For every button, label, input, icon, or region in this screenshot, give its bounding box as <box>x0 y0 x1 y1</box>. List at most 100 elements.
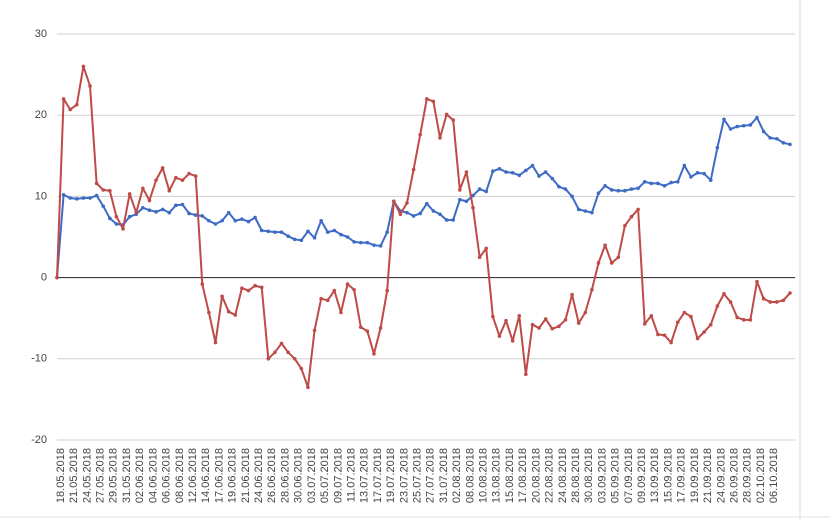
point <box>339 310 343 315</box>
point <box>266 229 271 234</box>
x-tick-label: 12.06.2018 <box>187 448 199 503</box>
point <box>603 243 607 247</box>
point <box>312 328 317 333</box>
point <box>325 230 330 234</box>
point <box>213 222 218 226</box>
point <box>570 292 574 297</box>
point <box>728 127 733 131</box>
point <box>748 123 753 127</box>
point <box>88 84 92 88</box>
point <box>213 340 218 345</box>
point <box>702 330 706 334</box>
point <box>167 188 172 193</box>
point <box>557 184 561 189</box>
point <box>174 203 178 208</box>
point <box>325 298 330 303</box>
point <box>755 115 759 120</box>
x-tick-label: 04.06.2018 <box>147 448 159 503</box>
point <box>372 352 376 356</box>
point <box>160 166 165 170</box>
point <box>537 174 541 178</box>
point <box>154 210 158 214</box>
point <box>563 187 568 191</box>
point <box>279 230 284 234</box>
point <box>358 325 363 329</box>
point <box>431 209 436 213</box>
point <box>411 214 416 218</box>
point <box>695 336 700 341</box>
point <box>517 173 522 178</box>
point <box>464 170 469 174</box>
point <box>345 235 350 239</box>
point <box>358 240 363 245</box>
x-tick-label: 19.06.2018 <box>227 448 239 503</box>
point <box>530 322 535 327</box>
x-tick-label: 21.05.2018 <box>68 448 80 503</box>
point <box>121 227 125 231</box>
x-tick-label: 23.07.2018 <box>398 448 410 503</box>
point <box>656 181 660 186</box>
point <box>590 210 594 215</box>
point <box>101 188 106 192</box>
x-tick-label: 13.08.2018 <box>491 448 503 503</box>
x-tick-label: 17.07.2018 <box>372 448 384 503</box>
y-tick-label: 20 <box>35 109 47 121</box>
y-tick-label: 10 <box>35 190 47 202</box>
point <box>477 255 482 260</box>
x-tick-label: 31.05.2018 <box>121 448 133 503</box>
point <box>233 313 238 317</box>
point <box>312 236 317 240</box>
point <box>299 238 304 243</box>
point <box>517 313 522 318</box>
point <box>398 212 403 217</box>
point <box>583 310 588 315</box>
point <box>669 340 673 345</box>
point <box>741 318 746 322</box>
x-tick-label: 24.08.2018 <box>557 448 569 503</box>
point <box>695 171 700 175</box>
point <box>689 314 693 319</box>
point <box>114 214 119 219</box>
point <box>715 304 720 308</box>
point <box>728 300 733 304</box>
point <box>425 201 429 206</box>
x-tick-label: 11.07.2018 <box>345 448 357 502</box>
point <box>642 179 647 184</box>
x-tick-label: 03.09.2018 <box>596 448 608 503</box>
point <box>741 123 746 128</box>
point <box>160 207 165 212</box>
point <box>761 296 766 301</box>
point <box>226 309 231 314</box>
point <box>292 357 297 361</box>
x-tick-label: 15.09.2018 <box>662 448 674 503</box>
point <box>662 184 667 188</box>
point <box>405 201 409 205</box>
point <box>444 218 449 222</box>
point <box>273 230 277 234</box>
point <box>174 175 178 180</box>
x-tick-label: 06.10.2018 <box>768 448 780 503</box>
point <box>147 208 152 213</box>
x-tick-label: 21.09.2018 <box>702 448 714 503</box>
point <box>438 212 442 217</box>
point <box>662 333 667 338</box>
point <box>108 188 112 193</box>
point <box>656 332 660 337</box>
point <box>504 170 508 174</box>
point <box>365 329 370 333</box>
point <box>616 255 621 260</box>
point <box>127 214 132 219</box>
point <box>458 188 462 192</box>
point <box>451 218 456 222</box>
point <box>193 174 198 178</box>
point <box>134 210 139 215</box>
point <box>253 283 257 288</box>
point <box>689 175 693 179</box>
point <box>141 186 145 191</box>
point <box>306 385 310 390</box>
point <box>715 145 720 150</box>
series-line <box>56 65 791 389</box>
x-tick-label: 20.08.2018 <box>530 448 542 503</box>
point <box>510 171 515 175</box>
x-tick-label: 28.09.2018 <box>742 448 754 503</box>
